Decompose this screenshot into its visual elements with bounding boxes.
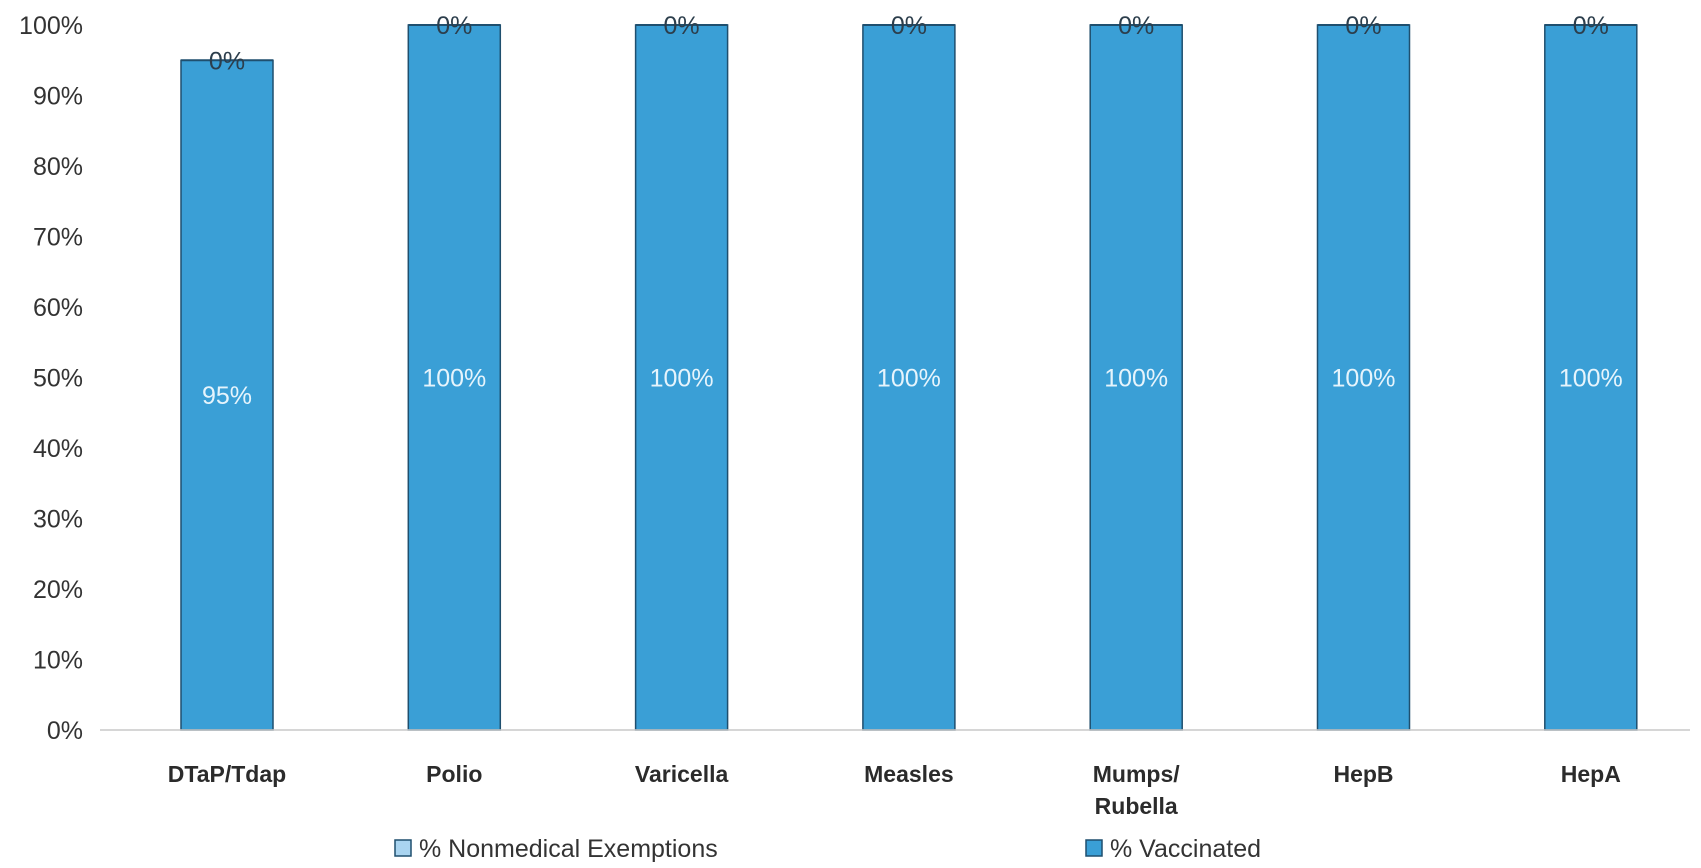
y-tick-label: 60% — [33, 294, 83, 322]
x-tick-label: Polio — [426, 761, 482, 787]
x-tick-label: Mumps/Rubella — [1093, 761, 1181, 819]
bar-vaccinated — [634, 24, 729, 731]
legend-swatch — [1085, 839, 1103, 857]
legend-label: % Vaccinated — [1110, 835, 1261, 863]
y-tick-label: 10% — [33, 647, 83, 675]
y-tick-label: 50% — [33, 365, 83, 393]
y-tick-label: 0% — [47, 717, 83, 745]
legend: % Nonmedical Exemptions % Vaccinated — [394, 835, 1261, 863]
y-tick-label: 20% — [33, 576, 83, 604]
y-tick-label: 90% — [33, 83, 83, 111]
data-label-vaccinated: 100% — [877, 365, 941, 393]
data-label-exemptions: 0% — [209, 47, 245, 75]
data-label-exemptions: 0% — [1118, 12, 1154, 40]
bar-vaccinated — [1544, 24, 1638, 731]
x-tick-label: Varicella — [635, 761, 729, 787]
data-label-exemptions: 0% — [1573, 12, 1609, 40]
x-tick-label: DTaP/Tdap — [168, 761, 286, 787]
x-tick-label: HepA — [1561, 761, 1621, 787]
x-tick-label: HepB — [1333, 761, 1393, 787]
bar-vaccinated — [407, 24, 502, 731]
bar-vaccinated — [1089, 24, 1183, 731]
legend-label: % Nonmedical Exemptions — [419, 835, 718, 863]
data-label-exemptions: 0% — [436, 12, 472, 40]
bars: 95% 0% 100% 0% 100% 0% 100% 0% 100% 0% 100% 0% 100% 0… — [180, 12, 1638, 731]
y-tick-label: 70% — [33, 224, 83, 252]
data-label-exemptions: 0% — [1345, 12, 1381, 40]
bar-vaccinated — [862, 24, 956, 731]
x-axis: DTaP/Tdap Polio Varicella Measles Mumps/Rube… — [168, 761, 1621, 819]
legend-swatch — [394, 839, 412, 857]
bar-vaccinated — [180, 59, 274, 731]
data-label-vaccinated: 100% — [1104, 365, 1168, 393]
y-tick-label: 40% — [33, 435, 83, 463]
data-label-vaccinated: 95% — [202, 382, 252, 410]
data-label-exemptions: 0% — [891, 12, 927, 40]
x-tick-label: Measles — [864, 761, 954, 787]
data-label-vaccinated: 100% — [650, 365, 714, 393]
y-tick-label: 80% — [33, 153, 83, 181]
data-label-vaccinated: 100% — [1559, 365, 1623, 393]
y-axis: 0% 10% 20% 30% 40% 50% 60% 70% 80% 90% 100% — [19, 12, 83, 745]
y-tick-label: 100% — [19, 12, 83, 40]
data-label-vaccinated: 100% — [1332, 365, 1396, 393]
data-label-exemptions: 0% — [664, 12, 700, 40]
data-label-vaccinated: 100% — [422, 365, 486, 393]
y-tick-label: 30% — [33, 506, 83, 534]
